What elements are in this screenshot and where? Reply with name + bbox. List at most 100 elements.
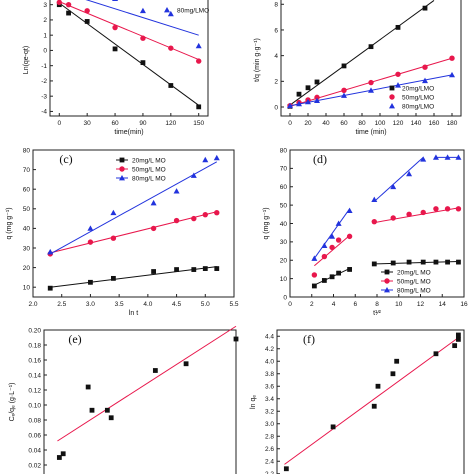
plot-frame xyxy=(32,149,235,298)
x-tick-label: 5.5 xyxy=(229,301,238,308)
y-tick-label: 10 xyxy=(280,276,288,283)
data-point xyxy=(371,261,377,267)
series-80mg-lmo xyxy=(85,0,202,49)
x-tick-label: 30 xyxy=(84,120,92,127)
y-tick-label: 40 xyxy=(23,226,31,233)
y-tick-label: 2.2 xyxy=(265,471,274,474)
data-point xyxy=(112,24,118,31)
legend-label: 80mg/L MO xyxy=(132,175,166,182)
y-tick-label: 3.4 xyxy=(265,396,274,403)
data-point xyxy=(202,266,208,271)
fit-line xyxy=(314,235,350,267)
data-point xyxy=(375,383,381,389)
data-point xyxy=(420,156,427,162)
data-point xyxy=(321,242,328,248)
y-tick-label: 3 xyxy=(43,2,47,9)
data-point xyxy=(390,183,397,190)
y-tick-label: 10 xyxy=(23,285,31,292)
data-point xyxy=(168,45,174,51)
y-tick-label: 30 xyxy=(23,245,31,252)
legend-label: 50mg/L MO xyxy=(132,166,166,173)
y-tick-label: 6 xyxy=(274,27,278,34)
data-point xyxy=(287,102,293,109)
data-point xyxy=(296,91,302,97)
data-point xyxy=(190,172,197,178)
x-axis-label: t¹⁄² xyxy=(373,310,381,317)
panel-a-kinetics-pseudo-first-order: 0 30 60 90 120 150 -4 -3 -2 -1 0 1 2 3 time(min) Ln(qe-… xyxy=(23,0,209,136)
data-point xyxy=(394,358,400,364)
y-tick-label: 0 xyxy=(283,294,287,301)
y-tick-label: 20 xyxy=(280,258,288,265)
data-point xyxy=(341,63,347,69)
data-point xyxy=(314,79,320,85)
y-tick-label: 0.08 xyxy=(28,417,41,424)
data-point xyxy=(455,336,461,342)
legend-marker xyxy=(389,103,395,109)
data-point xyxy=(346,207,353,214)
x-tick-label: 40 xyxy=(322,120,330,127)
data-point xyxy=(406,211,412,218)
x-tick-label: 2.0 xyxy=(28,301,37,308)
x-tick-label: 100 xyxy=(375,120,386,127)
legend-label: 80mg/LMO xyxy=(177,7,209,14)
legend-marker xyxy=(119,166,125,172)
y-axis-label: t/q (min g·g⁻¹) xyxy=(254,38,261,82)
data-point xyxy=(305,98,311,105)
x-tick-label: 180 xyxy=(447,120,458,127)
data-point xyxy=(214,210,220,216)
data-point xyxy=(336,270,342,276)
fit-line xyxy=(374,207,459,224)
y-tick-label: 4 xyxy=(274,53,278,60)
legend-marker xyxy=(164,7,170,13)
x-tick-label: 4.5 xyxy=(172,301,181,308)
data-point xyxy=(346,233,353,240)
data-point xyxy=(183,361,189,367)
data-point xyxy=(65,1,72,8)
y-tick-label: 3.0 xyxy=(265,421,274,428)
data-point xyxy=(233,336,239,342)
series-s1 xyxy=(56,0,202,64)
data-point xyxy=(422,5,428,11)
legend: 80mg/LMO xyxy=(164,7,209,14)
y-tick-label: 2.6 xyxy=(265,446,274,453)
data-point xyxy=(167,10,174,17)
data-point xyxy=(321,278,327,283)
y-tick-label: 3.8 xyxy=(265,371,274,378)
data-point xyxy=(433,351,439,357)
panel-e-langmuir-isotherm: 0.02 0.04 0.06 0.08 0.10 0.12 0.14 0.16 0.18 0.20… xyxy=(9,325,239,474)
data-point xyxy=(108,415,114,421)
data-point xyxy=(433,206,439,212)
data-point xyxy=(314,97,320,103)
y-tick-label: 8 xyxy=(274,2,278,9)
data-point xyxy=(371,403,377,409)
y-tick-label: 3.6 xyxy=(265,384,274,391)
data-point xyxy=(368,79,374,86)
data-point xyxy=(173,188,180,194)
x-tick-label: 60 xyxy=(111,120,119,127)
x-tick-label: 10 xyxy=(395,301,403,308)
data-point xyxy=(433,259,439,265)
y-tick-label: 3.2 xyxy=(265,409,274,416)
series-80mg-lmo xyxy=(287,71,455,109)
data-point xyxy=(455,206,462,212)
x-axis-label: time(min) xyxy=(114,129,143,136)
x-tick-label: 5.0 xyxy=(201,301,210,308)
data-point xyxy=(347,267,352,272)
series-20mg-l-mo xyxy=(47,266,220,291)
y-tick-label: 2.4 xyxy=(265,459,274,466)
legend-marker xyxy=(119,157,125,163)
panel-label: (c) xyxy=(59,152,72,166)
panel-f-freundlich-isotherm: 2.2 2.4 2.6 2.8 3.0 3.2 3.4 3.6 3.8 4.0 4.2 4.4 ln q… xyxy=(250,329,465,474)
data-point xyxy=(329,244,335,251)
y-axis-label: ln qₑ xyxy=(250,395,257,409)
data-point xyxy=(432,154,439,160)
panel-label: (e) xyxy=(68,332,81,346)
data-point xyxy=(420,209,426,216)
x-tick-label: 160 xyxy=(429,120,440,127)
data-point xyxy=(150,199,157,206)
y-tick-label: 1 xyxy=(43,32,47,39)
fit-line xyxy=(284,335,461,465)
y-tick-label: 0.02 xyxy=(28,462,41,469)
data-point xyxy=(140,35,146,41)
